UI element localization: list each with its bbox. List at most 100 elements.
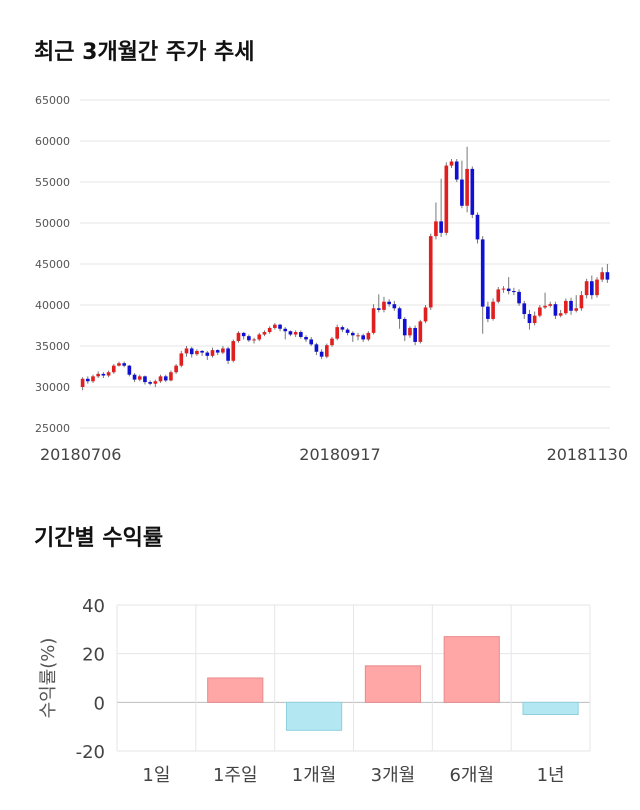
candle-body	[413, 327, 417, 342]
candle-body	[127, 365, 132, 375]
x-tick-label: 1주일	[213, 765, 258, 786]
candle-body	[174, 365, 178, 373]
candle-body	[361, 335, 366, 340]
candle-body	[221, 348, 225, 353]
y-tick-label: 25000	[35, 422, 70, 435]
y-tick-label: 20	[82, 645, 105, 666]
candle-body	[273, 324, 277, 328]
candle-body	[465, 168, 469, 206]
y-tick-label: 55000	[35, 176, 70, 189]
candle-body	[215, 350, 220, 353]
candle-body	[324, 345, 329, 357]
candle-body	[387, 301, 391, 305]
candle-body	[143, 376, 147, 383]
candle-body	[392, 304, 397, 309]
candle-body	[236, 332, 241, 342]
candle-body	[210, 350, 215, 356]
candle-body	[350, 332, 355, 336]
candle-body	[496, 289, 501, 302]
return-bar	[522, 701, 579, 716]
candle-body	[80, 378, 85, 387]
candle-body	[449, 161, 454, 166]
candle-body	[444, 165, 449, 233]
candle-body	[293, 332, 298, 335]
candle-body	[288, 331, 293, 335]
candle-body	[189, 348, 194, 355]
x-tick-label: 1일	[142, 765, 170, 786]
candle-body	[195, 350, 199, 355]
candle-body	[423, 307, 428, 322]
candle-body	[304, 336, 308, 340]
candle-body	[589, 281, 594, 296]
candle-body	[96, 373, 101, 377]
candle-body	[595, 279, 599, 296]
candle-body	[428, 236, 433, 308]
candle-body	[101, 373, 106, 376]
candle-body	[439, 221, 443, 233]
candle-body	[148, 382, 152, 384]
candle-body	[382, 301, 386, 310]
candle-body	[241, 332, 246, 337]
candle-body	[605, 272, 610, 280]
y-tick-label: 30000	[35, 381, 70, 394]
candle-body	[579, 295, 584, 309]
candle-body	[480, 239, 485, 307]
y-tick-label: 0	[94, 693, 105, 714]
candle-body	[314, 344, 319, 352]
candle-body	[283, 328, 288, 332]
candle-body	[454, 161, 459, 180]
candle-body	[231, 341, 236, 361]
candle-body	[475, 214, 480, 240]
y-tick-label: 50000	[35, 217, 70, 230]
candle-body	[184, 348, 189, 354]
candle-body	[532, 315, 537, 324]
candle-body	[553, 304, 558, 316]
candle-body	[335, 327, 340, 339]
candle-body	[309, 339, 314, 345]
candle-body	[226, 348, 230, 361]
candle-body	[434, 221, 438, 237]
candle-body	[491, 301, 495, 319]
candle-body	[408, 327, 412, 336]
candle-body	[517, 291, 521, 304]
x-tick-label: 20180706	[40, 445, 121, 464]
candle-body	[506, 288, 511, 292]
candle-body	[106, 372, 111, 376]
candle-body	[85, 378, 90, 382]
candle-body	[111, 365, 116, 373]
candle-body	[470, 168, 475, 215]
x-tick-label: 1년	[537, 765, 565, 786]
candle-body	[569, 300, 573, 311]
candle-body	[376, 308, 381, 310]
candle-body	[340, 327, 345, 330]
candle-body	[527, 314, 532, 324]
x-tick-label: 20180917	[299, 445, 380, 464]
candle-body	[460, 179, 464, 206]
candle-body	[397, 308, 402, 319]
candle-body	[501, 288, 506, 290]
candle-body	[158, 376, 163, 382]
candle-body	[205, 352, 210, 356]
candle-body	[345, 329, 350, 333]
candle-body	[486, 306, 490, 319]
candle-body	[169, 372, 173, 381]
return-bar	[443, 636, 500, 703]
y-tick-label: 60000	[35, 135, 70, 148]
candle-body	[584, 281, 589, 296]
candle-body	[543, 305, 547, 308]
candle-body	[574, 308, 579, 311]
price-chart-title: 최근 3개월간 주가 추세	[34, 40, 255, 65]
returns-bar-chart: -20 0 20 40 1일 1주일 1개월 3개월 6개월 1년 수익률(%)	[38, 596, 591, 786]
candle-body	[91, 376, 95, 382]
candle-body	[137, 376, 142, 380]
y-tick-label: 35000	[35, 340, 70, 353]
y-tick-label: 45000	[35, 258, 70, 271]
return-bar	[207, 677, 264, 703]
candle-body	[200, 350, 204, 353]
candle-body	[356, 335, 360, 337]
return-bar	[364, 665, 422, 703]
candle-body	[247, 336, 251, 341]
candle-body	[418, 321, 423, 342]
y-tick-label: 65000	[35, 94, 70, 107]
candle-body	[522, 303, 527, 315]
